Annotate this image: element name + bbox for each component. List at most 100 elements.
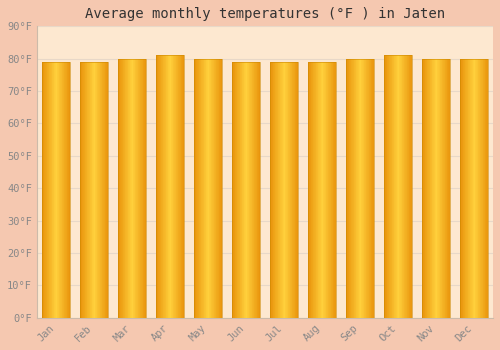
Bar — [422, 59, 450, 318]
Bar — [124, 59, 126, 318]
Bar — [165, 55, 166, 318]
Bar — [474, 59, 475, 318]
Bar — [428, 59, 429, 318]
Bar — [234, 62, 235, 318]
Bar — [60, 62, 61, 318]
Bar — [400, 55, 401, 318]
Bar — [279, 62, 280, 318]
Bar — [476, 59, 477, 318]
Bar — [93, 62, 94, 318]
Bar — [90, 62, 91, 318]
Bar — [274, 62, 276, 318]
Bar — [206, 59, 207, 318]
Bar — [346, 59, 347, 318]
Bar — [384, 55, 412, 318]
Bar — [167, 55, 168, 318]
Bar — [385, 55, 386, 318]
Bar — [168, 55, 169, 318]
Bar — [92, 62, 93, 318]
Bar — [317, 62, 318, 318]
Bar — [141, 59, 142, 318]
Bar — [401, 55, 402, 318]
Bar — [443, 59, 444, 318]
Bar — [280, 62, 281, 318]
Bar — [118, 59, 146, 318]
Bar — [478, 59, 479, 318]
Bar — [255, 62, 256, 318]
Bar — [411, 55, 412, 318]
Bar — [293, 62, 294, 318]
Bar — [254, 62, 255, 318]
Bar — [276, 62, 277, 318]
Bar — [330, 62, 331, 318]
Bar — [131, 59, 132, 318]
Bar — [238, 62, 239, 318]
Bar — [394, 55, 395, 318]
Bar — [61, 62, 62, 318]
Bar — [347, 59, 348, 318]
Bar — [296, 62, 297, 318]
Bar — [177, 55, 178, 318]
Bar — [88, 62, 89, 318]
Bar — [465, 59, 466, 318]
Bar — [127, 59, 128, 318]
Bar — [272, 62, 273, 318]
Bar — [96, 62, 98, 318]
Bar — [364, 59, 365, 318]
Bar — [395, 55, 396, 318]
Bar — [98, 62, 99, 318]
Bar — [159, 55, 160, 318]
Bar — [81, 62, 82, 318]
Bar — [208, 59, 210, 318]
Bar — [129, 59, 130, 318]
Bar — [64, 62, 65, 318]
Bar — [477, 59, 478, 318]
Bar — [182, 55, 184, 318]
Bar — [319, 62, 320, 318]
Bar — [103, 62, 104, 318]
Bar — [258, 62, 259, 318]
Bar — [408, 55, 410, 318]
Bar — [446, 59, 448, 318]
Bar — [175, 55, 176, 318]
Bar — [198, 59, 200, 318]
Bar — [45, 62, 46, 318]
Bar — [461, 59, 462, 318]
Bar — [350, 59, 352, 318]
Bar — [120, 59, 121, 318]
Bar — [335, 62, 336, 318]
Bar — [216, 59, 217, 318]
Bar — [318, 62, 319, 318]
Bar — [172, 55, 174, 318]
Bar — [431, 59, 432, 318]
Bar — [57, 62, 58, 318]
Bar — [244, 62, 245, 318]
Bar — [121, 59, 122, 318]
Bar — [194, 59, 222, 318]
Bar — [211, 59, 212, 318]
Bar — [201, 59, 202, 318]
Bar — [283, 62, 284, 318]
Bar — [205, 59, 206, 318]
Bar — [256, 62, 258, 318]
Bar — [355, 59, 356, 318]
Bar — [390, 55, 391, 318]
Bar — [119, 59, 120, 318]
Bar — [232, 62, 233, 318]
Bar — [138, 59, 139, 318]
Bar — [324, 62, 325, 318]
Bar — [469, 59, 470, 318]
Bar — [481, 59, 482, 318]
Bar — [322, 62, 324, 318]
Bar — [195, 59, 196, 318]
Bar — [52, 62, 53, 318]
Bar — [50, 62, 51, 318]
Bar — [426, 59, 427, 318]
Bar — [278, 62, 279, 318]
Bar — [240, 62, 241, 318]
Bar — [176, 55, 177, 318]
Bar — [271, 62, 272, 318]
Bar — [288, 62, 289, 318]
Bar — [130, 59, 131, 318]
Bar — [248, 62, 249, 318]
